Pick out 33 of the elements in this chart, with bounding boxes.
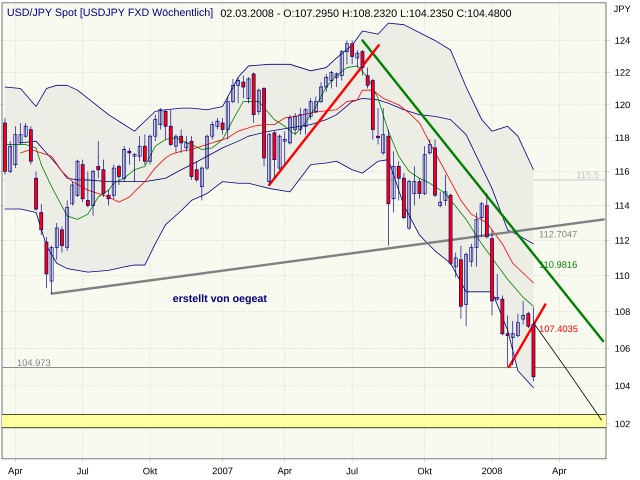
ref-line-label: 104.973 <box>18 359 50 366</box>
y-tick-label: 116 <box>615 168 630 175</box>
candlestick <box>39 203 44 236</box>
x-tick-label: Jul <box>346 468 358 474</box>
y-tick-label: 104 <box>615 382 630 390</box>
chart-title: USD/JPY Spot [USDJPY FXD Wöchentlich] <box>8 8 212 18</box>
y-tick-label: 102 <box>615 420 630 428</box>
y-tick-label: 122 <box>615 69 630 76</box>
annotation: erstellt von oegeat <box>173 294 267 304</box>
x-tick-label: Apr <box>278 468 292 476</box>
line-series <box>4 66 534 307</box>
candlestick <box>438 192 442 208</box>
ref-line-label: 115.5 <box>577 172 599 178</box>
x-tick-label: Okt <box>143 468 158 474</box>
x-tick-label: Apr <box>552 468 566 476</box>
y-tick-label: 124 <box>615 37 630 44</box>
x-tick-label: 2008 <box>482 468 502 474</box>
x-tick-label: 2007 <box>212 468 232 474</box>
y-axis-title: JPY <box>614 6 631 12</box>
y-tick-label: 112 <box>615 237 630 244</box>
y-tick-label: 108 <box>615 308 630 316</box>
x-tick-label: Apr <box>8 468 22 476</box>
y-tick-label: 110 <box>615 272 630 279</box>
y-tick-label: 106 <box>615 345 630 352</box>
annotation: 112.7047 <box>540 230 577 238</box>
annotation: 107.4035 <box>540 326 578 332</box>
y-tick-label: 114 <box>615 202 630 209</box>
y-tick-label: 120 <box>615 102 630 108</box>
chart-subtitle: 02.03.2008 - O:107.2950 H:108.2320 L:104.2350 C:104.4800 <box>220 9 512 18</box>
line-series <box>4 22 534 170</box>
x-tick-label: Jul <box>76 468 88 474</box>
y-tick-label: 118 <box>615 134 630 142</box>
x-tick-label: Okt <box>418 468 432 474</box>
